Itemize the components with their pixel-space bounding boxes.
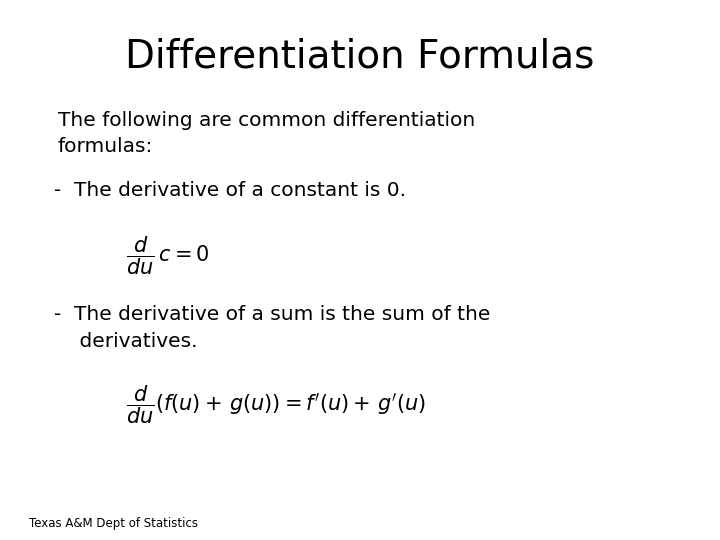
Text: $\dfrac{d}{du}\,c = 0$: $\dfrac{d}{du}\,c = 0$ xyxy=(126,235,210,278)
Text: The following are common differentiation
formulas:: The following are common differentiation… xyxy=(58,111,475,156)
Text: Differentiation Formulas: Differentiation Formulas xyxy=(125,38,595,76)
Text: $\dfrac{d}{du}(f(u)+\,g(u)) = f'(u)+\,g'(u)$: $\dfrac{d}{du}(f(u)+\,g(u)) = f'(u)+\,g'… xyxy=(126,383,426,426)
Text: -  The derivative of a constant is 0.: - The derivative of a constant is 0. xyxy=(54,181,406,200)
Text: -  The derivative of a sum is the sum of the
    derivatives.: - The derivative of a sum is the sum of … xyxy=(54,305,490,350)
Text: Texas A&M Dept of Statistics: Texas A&M Dept of Statistics xyxy=(29,517,198,530)
